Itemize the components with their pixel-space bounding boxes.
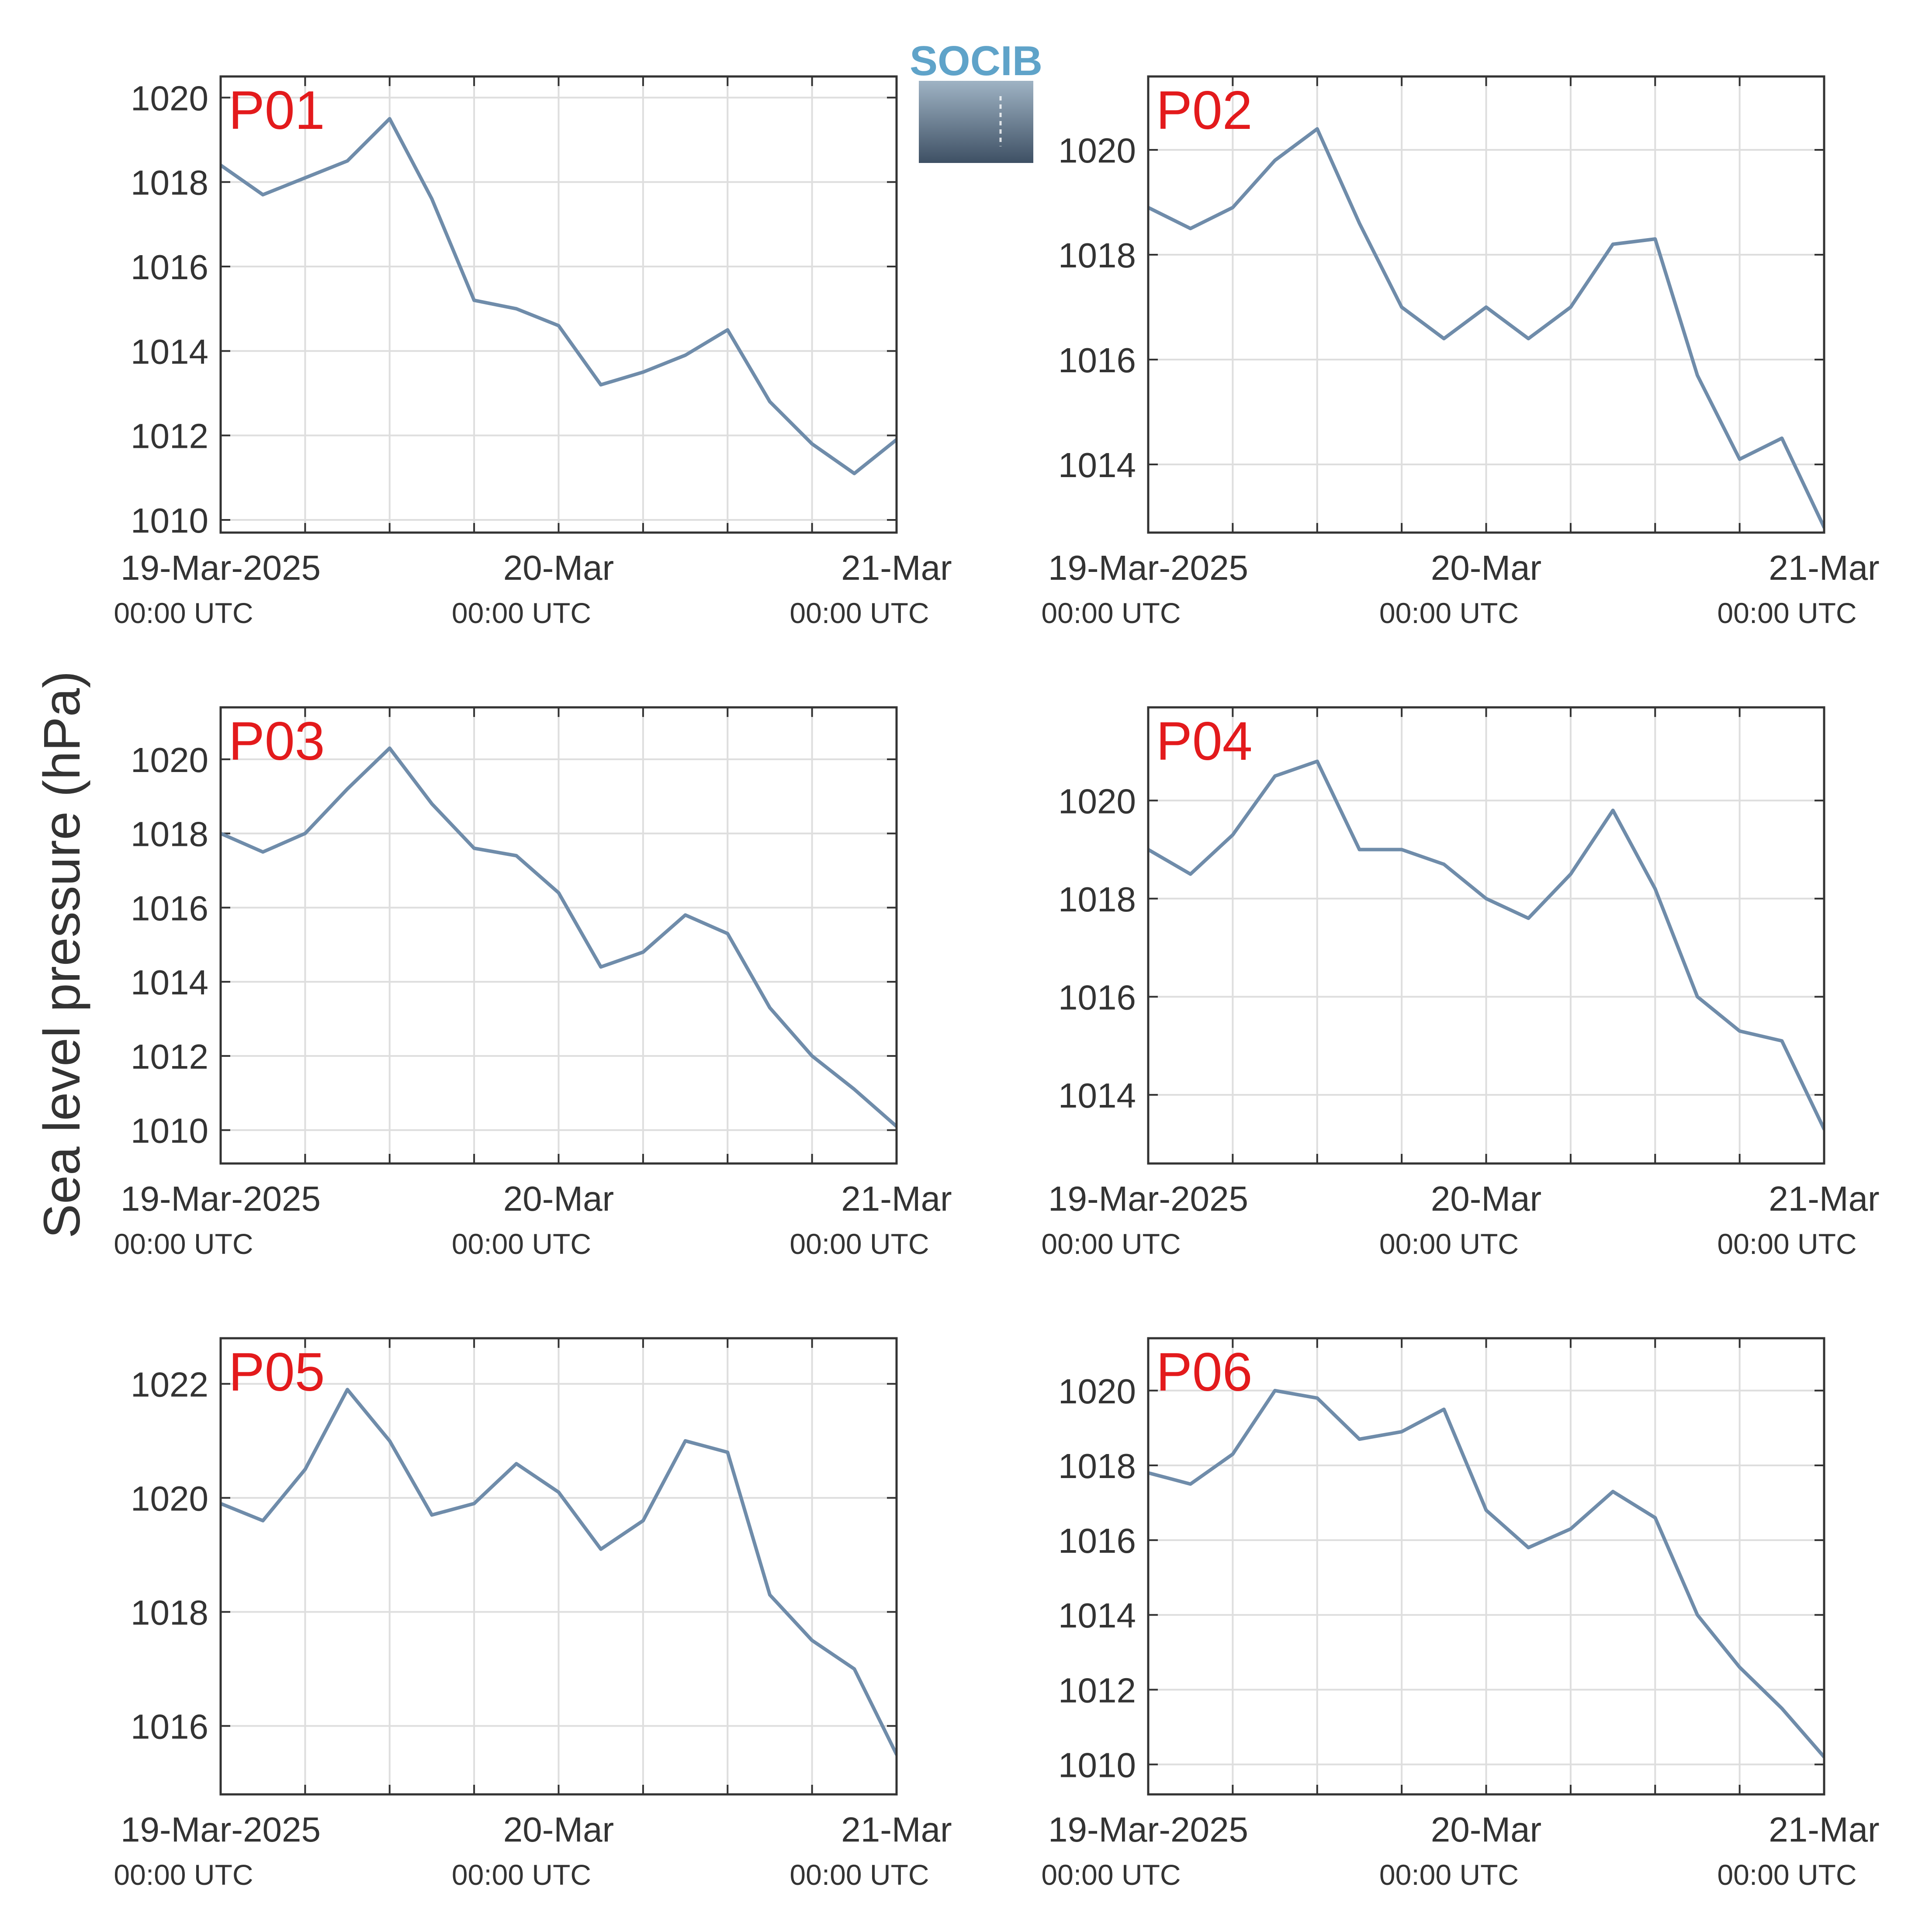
- x-tick-label: 20-Mar: [503, 1810, 614, 1849]
- y-tick-label: 1020: [1058, 1372, 1136, 1411]
- panel-p02: 1014 1016 1018 1020 19-Mar-2025 00:00 UTC 20-M…: [1041, 75, 1880, 629]
- x-tick-sublabel: 00:00 UTC: [1717, 1859, 1856, 1891]
- x-tick-sublabel: 00:00 UTC: [1379, 1859, 1519, 1891]
- y-tick-label: 1018: [1058, 1447, 1136, 1485]
- y-tick-label: 1018: [1058, 880, 1136, 919]
- y-tick-label: 1016: [1058, 1521, 1136, 1560]
- axes-frame: [219, 75, 898, 534]
- x-tick-sublabel: 00:00 UTC: [790, 1859, 929, 1891]
- x-tick-label: 20-Mar: [1431, 1179, 1541, 1218]
- panel-label: P03: [229, 711, 325, 772]
- x-tick-sublabel: 00:00 UTC: [114, 597, 253, 629]
- series-line: [1148, 1388, 1824, 1759]
- y-tick-label: 1018: [131, 163, 208, 202]
- y-tick-label: 1018: [131, 815, 208, 854]
- y-tick-label: 1016: [1058, 341, 1136, 380]
- x-tick-sublabel: 00:00 UTC: [1379, 597, 1519, 629]
- x-tick-label: 21-Mar: [841, 548, 952, 587]
- axes-frame: [219, 1337, 898, 1796]
- y-tick-label: 1014: [1058, 1596, 1136, 1635]
- x-tick-label: 21-Mar: [841, 1179, 952, 1218]
- x-tick-label: 19-Mar-2025: [1048, 1810, 1248, 1849]
- y-tick-label: 1010: [131, 501, 208, 540]
- axes-frame: [1147, 75, 1825, 534]
- y-tick-label: 1018: [1058, 236, 1136, 275]
- y-tick-label: 1010: [131, 1111, 208, 1150]
- x-tick-label: 20-Mar: [1431, 1810, 1541, 1849]
- series-line: [221, 1388, 897, 1756]
- y-tick-label: 1016: [131, 889, 208, 928]
- y-tick-label: 1016: [131, 248, 208, 287]
- y-tick-label: 1012: [131, 1037, 208, 1076]
- x-tick-sublabel: 00:00 UTC: [1717, 597, 1856, 629]
- x-tick-sublabel: 00:00 UTC: [1717, 1228, 1856, 1260]
- series-line: [1148, 127, 1824, 529]
- x-tick-label: 19-Mar-2025: [1048, 1179, 1248, 1218]
- x-tick-label: 21-Mar: [841, 1810, 952, 1849]
- series-line: [221, 746, 897, 1129]
- x-tick-sublabel: 00:00 UTC: [790, 1228, 929, 1260]
- y-tick-label: 1016: [131, 1707, 208, 1746]
- panel-label: P04: [1156, 711, 1253, 772]
- series-line: [1148, 759, 1824, 1131]
- x-tick-sublabel: 00:00 UTC: [452, 597, 591, 629]
- x-tick-sublabel: 00:00 UTC: [790, 597, 929, 629]
- y-tick-label: 1020: [1058, 782, 1136, 821]
- x-tick-label: 21-Mar: [1769, 548, 1879, 587]
- socib-logo: SOCIB: [910, 38, 1042, 163]
- x-tick-label: 19-Mar-2025: [121, 1810, 321, 1849]
- x-tick-label: 20-Mar: [1431, 548, 1541, 587]
- x-tick-label: 19-Mar-2025: [1048, 548, 1248, 587]
- panel-label: P01: [229, 80, 325, 141]
- panel-p03: 1010 1012 1014 1016 1018 1020 19-Mar-2025 00:00…: [114, 706, 952, 1260]
- y-tick-label: 1020: [131, 1479, 208, 1518]
- series-line: [221, 117, 897, 475]
- y-tick-label: 1020: [131, 79, 208, 118]
- y-tick-label: 1022: [131, 1365, 208, 1404]
- axes-frame: [1147, 706, 1825, 1165]
- x-tick-label: 19-Mar-2025: [121, 548, 321, 587]
- y-tick-label: 1014: [1058, 446, 1136, 485]
- x-tick-label: 21-Mar: [1769, 1179, 1879, 1218]
- x-tick-sublabel: 00:00 UTC: [114, 1859, 253, 1891]
- x-tick-sublabel: 00:00 UTC: [1379, 1228, 1519, 1260]
- x-tick-sublabel: 00:00 UTC: [1041, 1859, 1181, 1891]
- x-tick-sublabel: 00:00 UTC: [1041, 1228, 1181, 1260]
- x-tick-label: 20-Mar: [503, 548, 614, 587]
- y-tick-label: 1012: [1058, 1671, 1136, 1710]
- panel-label: P02: [1156, 80, 1253, 141]
- axes-frame: [1147, 1337, 1825, 1796]
- y-tick-label: 1012: [131, 417, 208, 456]
- x-tick-label: 20-Mar: [503, 1179, 614, 1218]
- panel-label: P05: [229, 1342, 325, 1402]
- axes-frame: [219, 706, 898, 1165]
- x-tick-sublabel: 00:00 UTC: [452, 1228, 591, 1260]
- x-tick-sublabel: 00:00 UTC: [452, 1859, 591, 1891]
- x-tick-sublabel: 00:00 UTC: [1041, 597, 1181, 629]
- y-tick-label: 1018: [131, 1593, 208, 1632]
- x-tick-sublabel: 00:00 UTC: [114, 1228, 253, 1260]
- panel-p04: 1014 1016 1018 1020 19-Mar-2025 00:00 UTC 20-M…: [1041, 706, 1880, 1260]
- panel-p05: 1016 1018 1020 1022 19-Mar-2025 00:00 UTC 20-M…: [114, 1337, 952, 1891]
- y-tick-label: 1016: [1058, 978, 1136, 1017]
- y-tick-label: 1014: [131, 332, 208, 371]
- logo-block: [919, 81, 1033, 163]
- logo-text: SOCIB: [910, 38, 1042, 84]
- y-axis-label: Sea level pressure (hPa): [33, 671, 91, 1239]
- y-tick-label: 1020: [1058, 131, 1136, 170]
- y-tick-label: 1014: [1058, 1076, 1136, 1115]
- y-tick-label: 1010: [1058, 1746, 1136, 1785]
- panel-label: P06: [1156, 1342, 1253, 1402]
- y-tick-label: 1020: [131, 741, 208, 779]
- panel-p06: 1010 1012 1014 1016 1018 1020 19-Mar-2025 00:00…: [1041, 1337, 1880, 1891]
- x-tick-label: 19-Mar-2025: [121, 1179, 321, 1218]
- y-tick-label: 1014: [131, 963, 208, 1002]
- panel-p01: 1010 1012 1014 1016 1018 1020 19-Mar-2025 00:00…: [114, 75, 952, 629]
- x-tick-label: 21-Mar: [1769, 1810, 1879, 1849]
